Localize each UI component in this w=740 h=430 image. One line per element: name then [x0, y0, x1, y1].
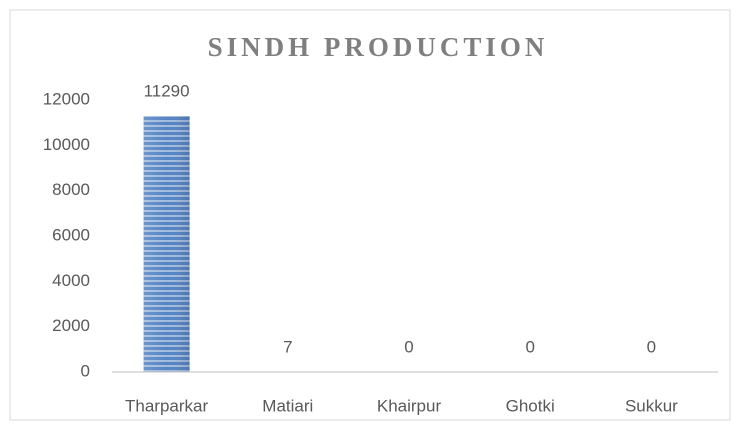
- x-tick-label: Sukkur: [625, 396, 678, 415]
- y-tick-label: 12000: [43, 89, 90, 108]
- x-tick-label: Ghotki: [506, 396, 555, 415]
- x-tick-label: Tharparkar: [125, 396, 208, 415]
- data-label: 0: [404, 337, 413, 356]
- x-tick-label: Khairpur: [377, 396, 442, 415]
- y-tick-label: 10000: [43, 135, 90, 154]
- chart-border: [9, 9, 731, 421]
- data-label: 7: [283, 337, 292, 356]
- y-tick-label: 0: [81, 361, 90, 380]
- y-tick-label: 2000: [52, 316, 90, 335]
- data-label: 11290: [144, 82, 190, 101]
- bar-shade: [143, 116, 190, 373]
- data-label: 0: [525, 337, 534, 356]
- y-tick-label: 6000: [52, 225, 90, 244]
- data-label: 0: [647, 337, 656, 356]
- chart-title: SINDH PRODUCTION: [208, 32, 549, 62]
- y-tick-label: 4000: [52, 271, 90, 290]
- x-tick-label: Matiari: [262, 396, 313, 415]
- y-tick-label: 8000: [52, 180, 90, 199]
